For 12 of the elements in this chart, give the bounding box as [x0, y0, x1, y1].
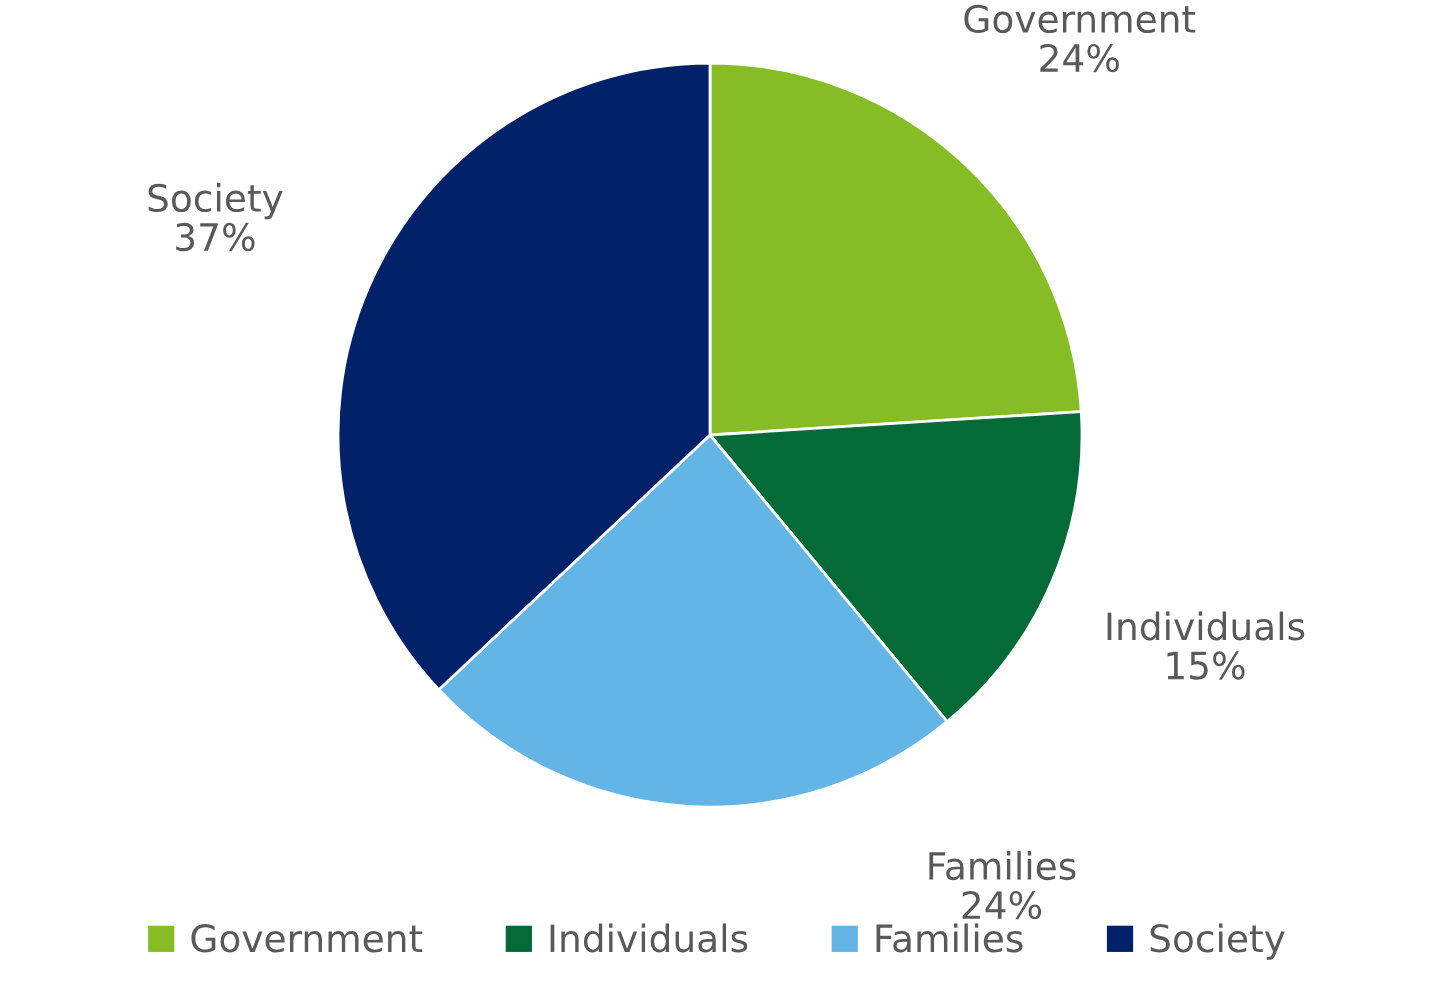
legend-label: Families — [876, 923, 1023, 953]
data-label: 15% — [1167, 651, 1245, 680]
data-label: 24% — [1040, 43, 1119, 73]
legend-label: Government — [191, 924, 423, 953]
data-label: 24% — [962, 890, 1042, 920]
legend-label: Individuals — [550, 923, 748, 953]
data-label: 37% — [176, 222, 255, 252]
slice-label: Families — [929, 851, 1076, 881]
legend-label: Society — [1150, 923, 1285, 960]
slice-label: Society — [148, 183, 283, 220]
slice-label: Government — [964, 4, 1196, 34]
slice-label: Individuals — [1107, 611, 1305, 641]
